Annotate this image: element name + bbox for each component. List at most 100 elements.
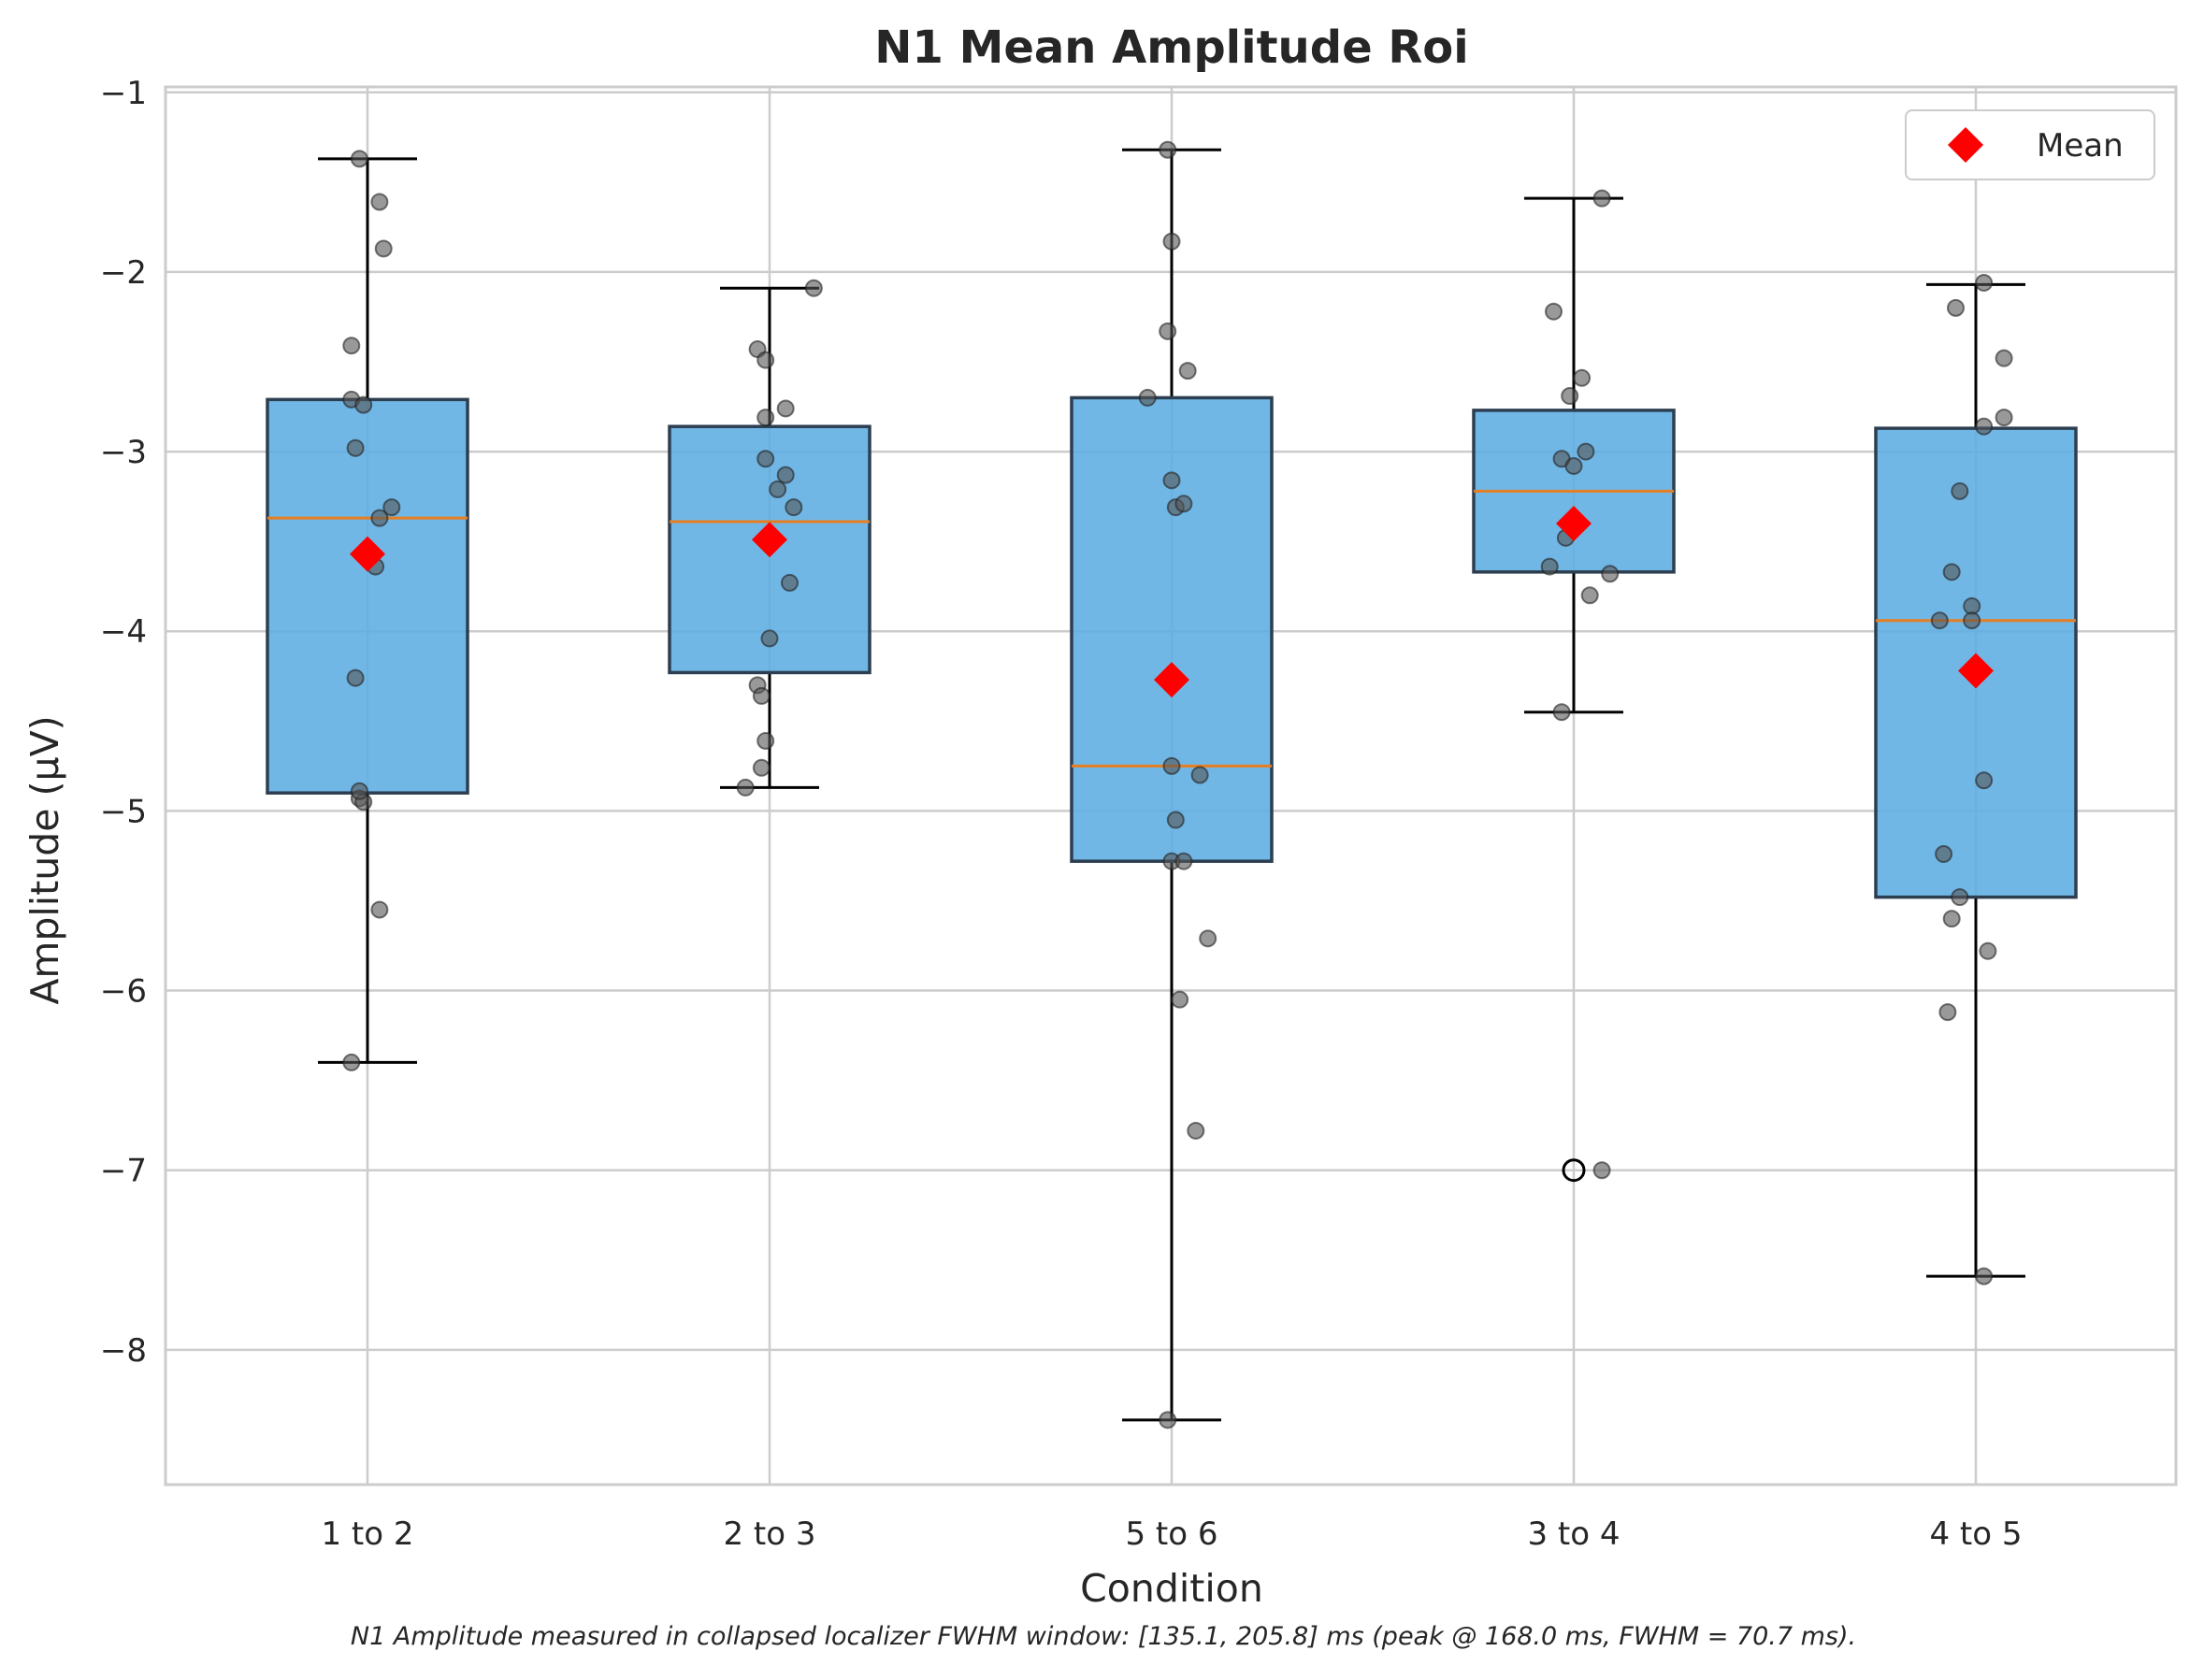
data-point xyxy=(1540,557,1559,576)
x-axis-label: Condition xyxy=(1080,1566,1263,1611)
data-point xyxy=(1935,845,1953,864)
data-point xyxy=(346,438,365,457)
data-point xyxy=(776,399,795,418)
outlier-marker xyxy=(1562,1158,1586,1183)
data-point xyxy=(1174,495,1193,513)
x-tick-label: 5 to 6 xyxy=(1125,1515,1217,1553)
data-point xyxy=(1979,941,1997,960)
data-point xyxy=(1174,852,1193,870)
data-point xyxy=(1199,929,1217,948)
x-axis-ticks: 1 to 2 2 to 3 5 to 6 3 to 4 4 to 5 xyxy=(321,1515,2022,1553)
data-point xyxy=(1159,140,1177,159)
data-point xyxy=(1995,409,2013,427)
data-point xyxy=(1162,471,1181,490)
data-point xyxy=(1178,362,1197,381)
mean-marker xyxy=(1556,505,1592,541)
chart-title: N1 Mean Amplitude Roi xyxy=(874,22,1468,74)
data-point xyxy=(1942,563,1961,582)
mean-markers-series xyxy=(350,505,1994,698)
data-point xyxy=(1580,586,1599,605)
data-points-series xyxy=(342,140,2013,1429)
data-point xyxy=(1166,811,1185,829)
data-point xyxy=(370,509,389,527)
data-point xyxy=(1187,1121,1205,1140)
y-axis-label: Amplitude (μV) xyxy=(22,715,67,1004)
data-point xyxy=(756,731,775,750)
data-point xyxy=(1995,349,2013,367)
data-point xyxy=(1577,442,1595,461)
data-point xyxy=(804,279,823,297)
data-point xyxy=(760,629,779,648)
data-point xyxy=(756,351,775,369)
data-point xyxy=(1190,766,1209,784)
data-point xyxy=(370,193,389,211)
data-point xyxy=(1162,232,1181,251)
data-point xyxy=(1545,302,1563,321)
data-point xyxy=(752,758,771,777)
data-point xyxy=(350,782,368,800)
x-tick-label: 3 to 4 xyxy=(1527,1515,1620,1553)
data-point xyxy=(1171,990,1189,1009)
data-point xyxy=(346,668,365,687)
data-point xyxy=(1938,1003,1957,1022)
y-tick-label: −2 xyxy=(100,254,147,292)
data-point xyxy=(1951,888,1969,907)
data-point xyxy=(1975,1267,1994,1285)
legend-frame xyxy=(1905,109,2155,180)
mean-marker xyxy=(350,536,385,572)
data-point xyxy=(1601,565,1620,583)
data-point xyxy=(1564,456,1583,475)
legend: Mean xyxy=(1905,109,2155,180)
data-point xyxy=(1942,910,1961,928)
x-tick-label: 1 to 2 xyxy=(321,1515,413,1553)
y-tick-label: −8 xyxy=(100,1332,147,1370)
data-point xyxy=(1592,189,1611,208)
data-point xyxy=(1975,417,1994,436)
data-point xyxy=(1975,771,1994,790)
data-point xyxy=(1592,1161,1611,1180)
data-point xyxy=(756,450,775,468)
y-tick-label: −4 xyxy=(100,613,147,651)
mean-marker xyxy=(1958,653,1994,689)
data-point xyxy=(756,409,775,427)
data-point xyxy=(382,498,401,517)
box-plot-group xyxy=(1472,196,1676,1183)
data-point xyxy=(1975,273,1994,292)
box-iqr xyxy=(266,397,469,795)
legend-mean-label: Mean xyxy=(2037,127,2124,165)
data-point xyxy=(1947,298,1965,317)
data-point xyxy=(785,498,803,517)
data-point xyxy=(769,480,787,498)
y-tick-label: −7 xyxy=(100,1153,147,1190)
box-iqr xyxy=(1070,395,1274,863)
data-point xyxy=(370,900,389,919)
data-point xyxy=(342,1053,361,1071)
data-point xyxy=(1162,756,1181,775)
data-point xyxy=(1552,703,1571,722)
data-point xyxy=(1573,368,1592,387)
y-tick-label: −5 xyxy=(100,793,147,830)
data-point xyxy=(342,337,361,355)
data-point xyxy=(374,239,393,258)
data-point xyxy=(1138,388,1157,407)
plot-area-frame xyxy=(164,85,2178,1486)
chart-footnote: N1 Amplitude measured in collapsed local… xyxy=(351,1622,1856,1651)
data-point xyxy=(1159,322,1177,340)
y-tick-label: −6 xyxy=(100,973,147,1011)
data-point xyxy=(1963,611,1981,630)
data-point xyxy=(350,150,368,168)
x-tick-label: 2 to 3 xyxy=(723,1515,815,1553)
legend-mean-marker-icon xyxy=(1948,127,1983,163)
mean-marker xyxy=(752,522,787,558)
y-tick-label: −1 xyxy=(100,75,147,112)
box-plot-group xyxy=(266,157,469,1064)
data-point xyxy=(752,686,771,705)
data-point xyxy=(1159,1411,1177,1429)
y-axis-ticks: −1 −2 −3 −4 −5 −6 −7 −8 xyxy=(100,75,147,1370)
data-point xyxy=(1930,611,1949,630)
data-point xyxy=(781,573,799,592)
data-point xyxy=(1561,387,1579,406)
data-point xyxy=(776,466,795,484)
data-point xyxy=(1951,481,1969,500)
